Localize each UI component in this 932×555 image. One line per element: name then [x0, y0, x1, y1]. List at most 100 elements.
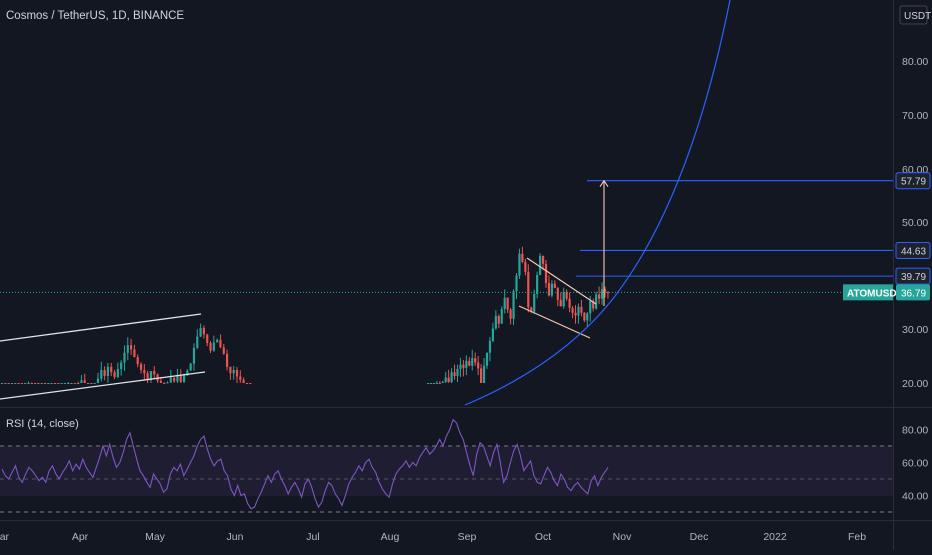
candle-body [506, 297, 509, 310]
candle-body [7, 383, 10, 384]
candle-body [583, 312, 586, 321]
candle-body [574, 312, 577, 316]
candle-body [163, 383, 166, 384]
time-tick-label: Dec [690, 531, 709, 543]
candle-body [70, 383, 73, 384]
candle-body [47, 383, 50, 384]
candle-body [206, 334, 209, 344]
candle-body [592, 300, 595, 309]
time-tick-label: Sep [458, 531, 477, 543]
candle-body [462, 364, 465, 368]
candle-body [40, 383, 43, 384]
rsi-tick-label: 40.00 [902, 491, 928, 503]
candle-body [173, 377, 176, 382]
candle-body [37, 383, 40, 384]
candle-body [225, 353, 229, 367]
candle-body [14, 383, 17, 384]
candle-body [222, 347, 225, 354]
candle-body [471, 358, 474, 366]
candle-body [216, 339, 219, 343]
candle-body [518, 253, 521, 276]
candle-body [34, 383, 37, 384]
price-tick-label: 70.00 [902, 110, 928, 122]
price-level-badge [895, 267, 931, 285]
channel-lower-line [0, 371, 206, 400]
rsi-indicator-label[interactable]: RSI (14, close) [6, 418, 79, 430]
candle-body [53, 383, 57, 384]
candle-body [521, 253, 524, 262]
candle-body [480, 368, 483, 383]
currency-button[interactable] [899, 5, 928, 25]
candle-body [116, 368, 119, 378]
candle-body [149, 371, 153, 381]
price-tick-label: 30.00 [902, 324, 928, 336]
candle-body [196, 336, 199, 348]
rsi-tick-label: 60.00 [902, 458, 928, 470]
time-axis[interactable]: Mar Apr May Jun Jul Aug Sep Oct Nov Dec 2022 Feb [0, 531, 866, 543]
candle-body [426, 383, 430, 384]
candle-body [57, 383, 60, 384]
candle-body [60, 383, 63, 384]
candle-body [456, 368, 459, 376]
candle-body [485, 352, 489, 366]
candle-body [474, 358, 477, 363]
time-tick-label: Feb [848, 531, 866, 543]
price-level-label: 39.79 [901, 272, 926, 283]
candle-body [482, 365, 486, 383]
price-level-label: 57.79 [901, 177, 926, 188]
candle-body [120, 362, 123, 369]
candle-body [113, 372, 116, 378]
candle-body [136, 357, 139, 365]
candle-body [450, 372, 453, 382]
candle-body [541, 255, 545, 264]
candle-body [50, 383, 53, 384]
price-level-badge [895, 241, 931, 259]
rsi-line [1, 418, 609, 510]
price-level-label: 44.63 [901, 246, 926, 257]
candle-body [232, 370, 235, 374]
candle-body [176, 374, 179, 382]
candle-body [10, 383, 14, 384]
candle-body [189, 363, 192, 371]
candle-body [235, 370, 239, 377]
candle-body [229, 366, 232, 374]
candle-body [139, 364, 143, 371]
candle-body [562, 292, 565, 307]
rsi-tick-label: 80.00 [902, 425, 928, 437]
candle-body [497, 316, 500, 324]
candle-body [24, 383, 27, 384]
candle-body [536, 275, 539, 294]
candle-body [515, 275, 518, 292]
candle-body [571, 307, 574, 313]
candle-body [429, 383, 433, 384]
candle-body [527, 271, 530, 308]
symbol-tag-badge [843, 284, 893, 301]
time-tick-label: Nov [613, 531, 632, 543]
time-tick-label: Jun [227, 531, 244, 543]
time-tick-label: Aug [381, 531, 400, 543]
price-axis[interactable]: 80.00 70.00 60.00 50.00 40.00 30.00 20.00 USDT 5… [843, 5, 931, 503]
candle-body [595, 294, 598, 309]
candle-body [20, 383, 23, 384]
candle-body [80, 380, 83, 383]
candle-body [212, 342, 215, 351]
time-tick-label: Mar [0, 531, 10, 543]
candle-body [126, 345, 129, 353]
candle-body [559, 299, 562, 307]
candle-body [166, 382, 169, 384]
candle-body [465, 360, 468, 368]
candle-body [4, 383, 7, 384]
candle-body [565, 292, 568, 299]
candle-body [242, 379, 245, 383]
candle-body [477, 362, 480, 369]
candle-body [544, 263, 548, 284]
candle-body [133, 349, 136, 358]
symbol-tag-label: ATOMUSDT [847, 288, 903, 299]
candle-body [468, 360, 471, 366]
candle-body [494, 316, 497, 329]
candle-body [580, 306, 583, 313]
candle-body [600, 289, 604, 299]
main-pane [0, 0, 893, 406]
